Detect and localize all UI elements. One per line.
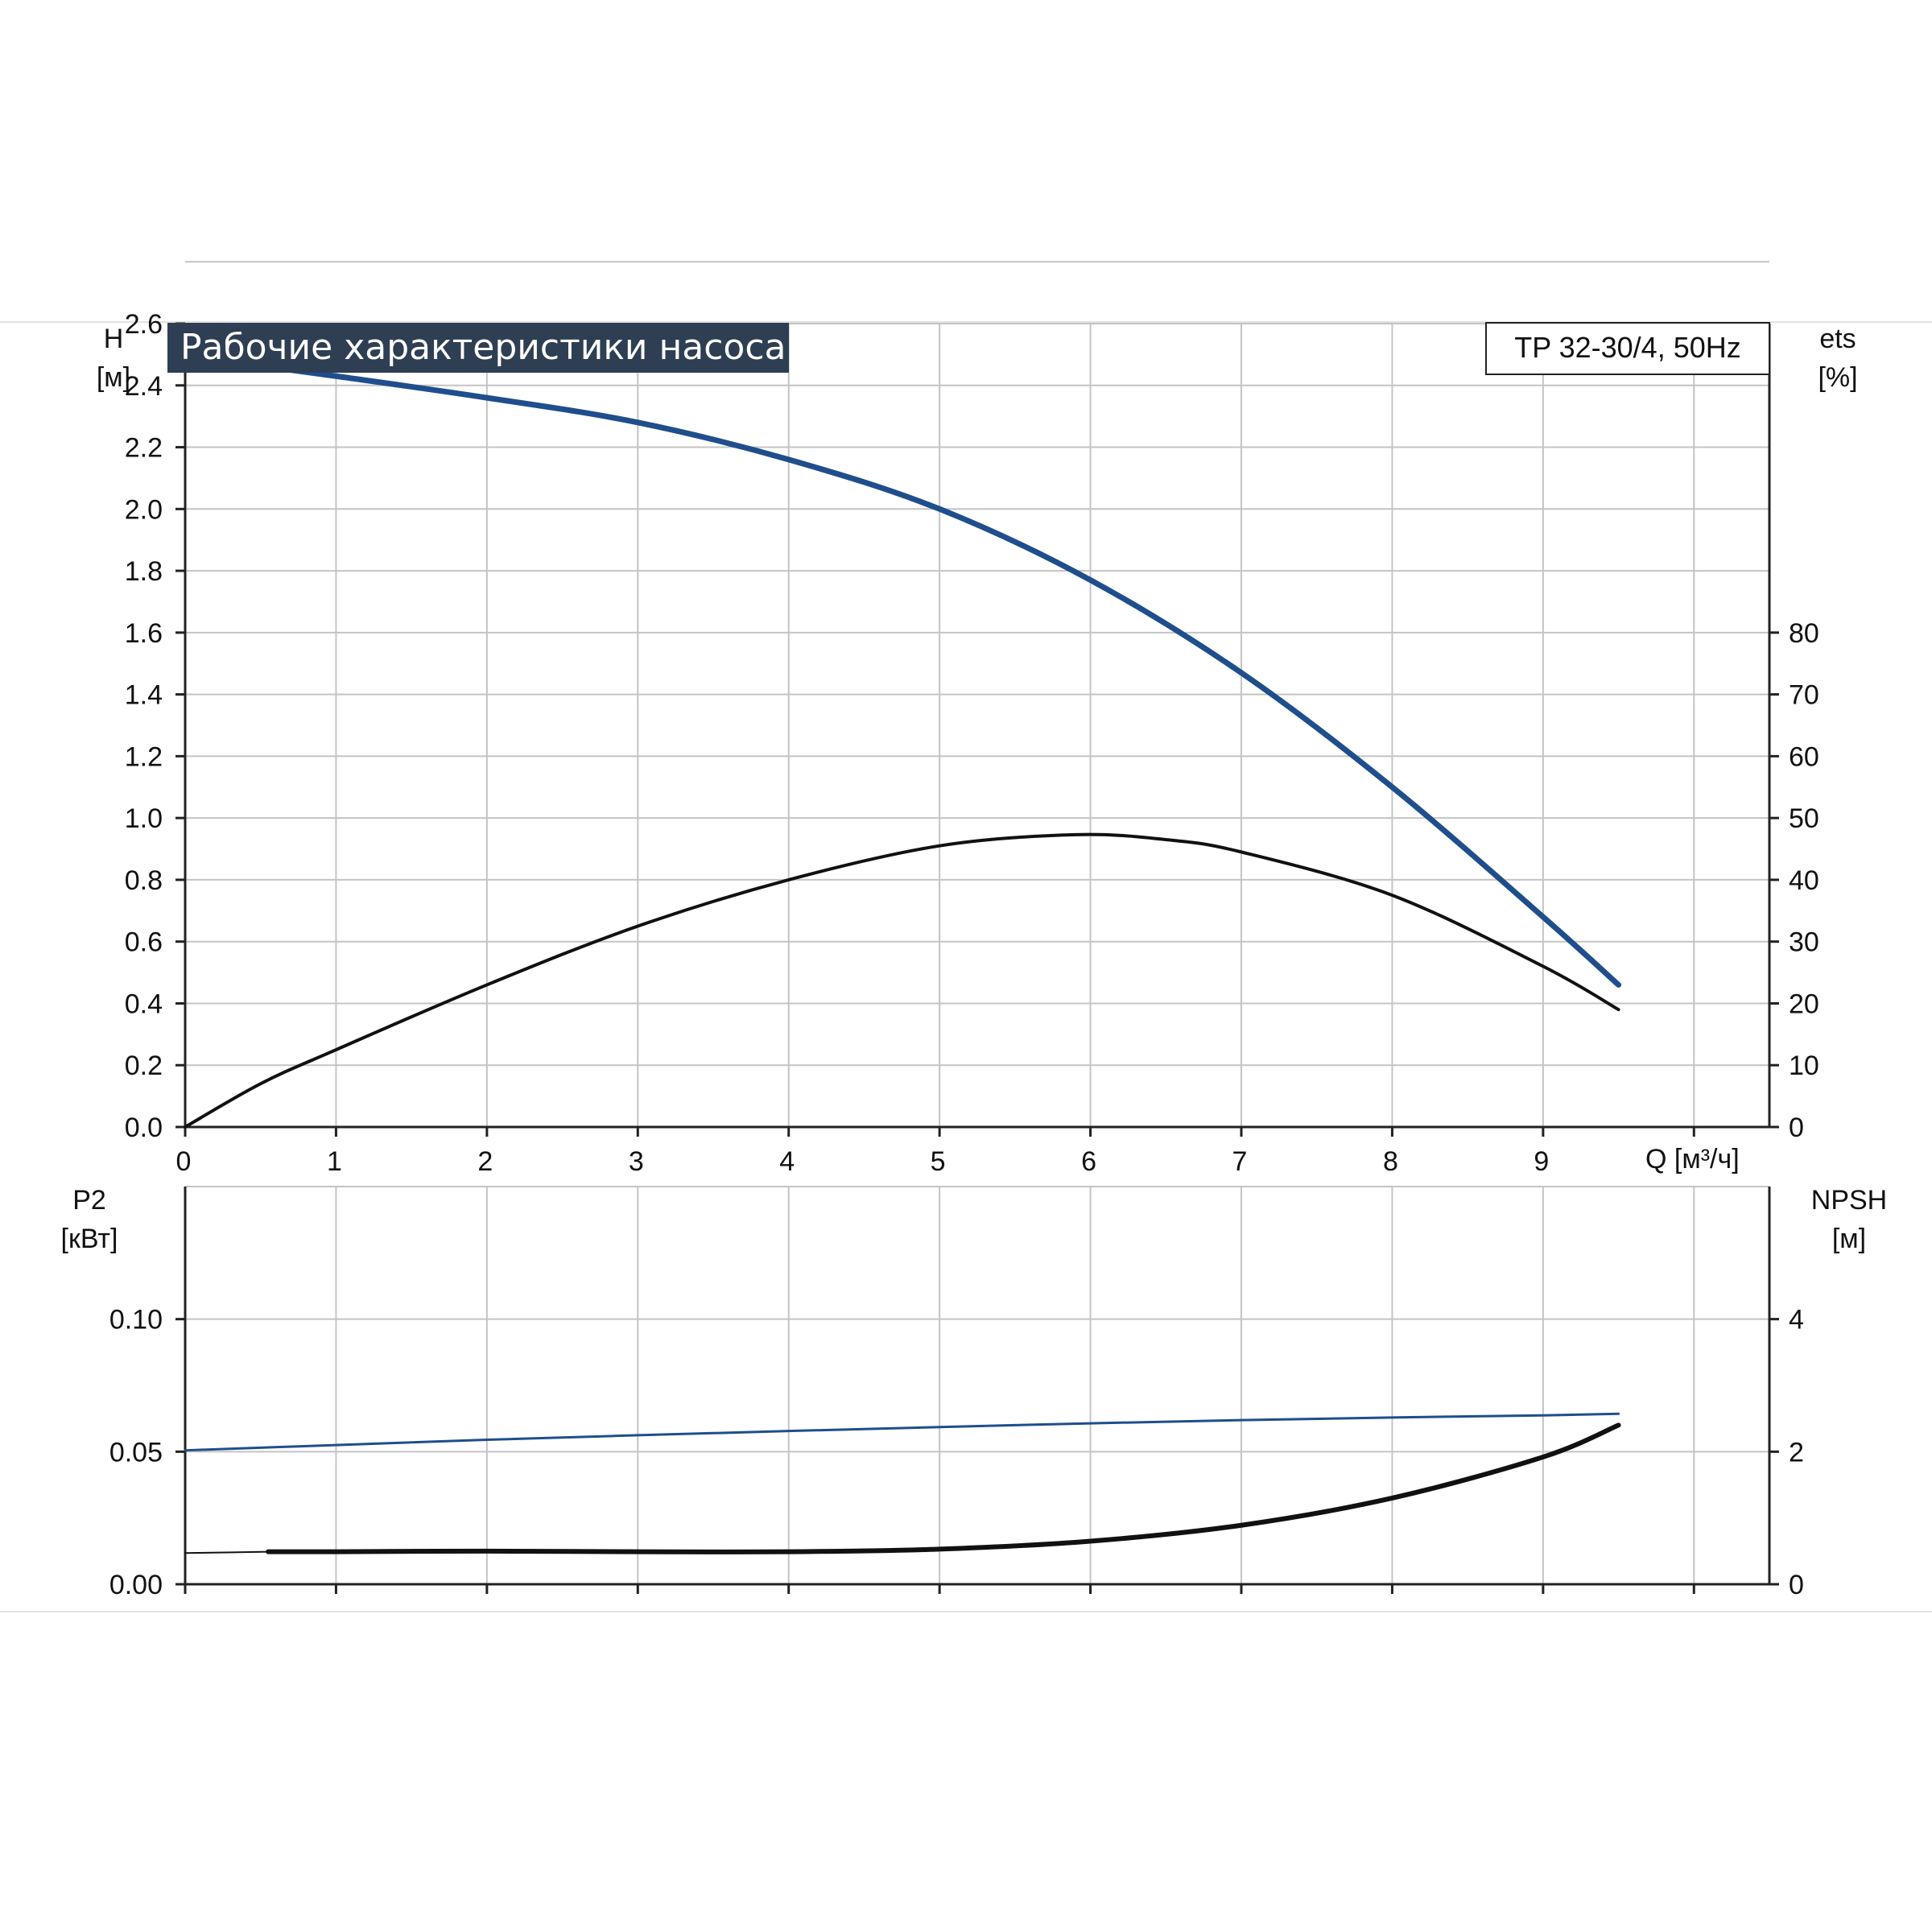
y2-tick-label: 20	[1789, 989, 1819, 1019]
series-line-2	[184, 832, 1620, 1129]
y-tick-label: 0.2	[125, 1051, 163, 1081]
y2-tick-label: 60	[1789, 741, 1819, 772]
p2-axis-label-unit: [кВт]	[61, 1224, 118, 1254]
x-tick-label: 3	[629, 1146, 644, 1177]
y-tick-label: 2.6	[125, 309, 163, 340]
power-grid	[184, 1186, 1771, 1586]
y-tick-label: 1.2	[125, 741, 163, 772]
x-tick-label: 8	[1383, 1146, 1398, 1177]
y2-tick-label: 30	[1789, 927, 1819, 958]
y-tick-label: 0.4	[125, 989, 163, 1019]
x-tick-label: 9	[1534, 1146, 1549, 1177]
y-tick-label: 1.0	[125, 803, 163, 834]
x-tick-label: 2	[477, 1146, 493, 1177]
x-tick-label: 6	[1081, 1146, 1096, 1177]
x-tick-label: 5	[931, 1146, 946, 1177]
y2-tick-label: 40	[1789, 865, 1819, 896]
y2-tick-label: 0	[1789, 1113, 1804, 1143]
performance-ticks: 0.0 0.2 0.4 0.6 0.8 1.0 1.2 1.4 1.6 1.8 2.0 2.2 2.4 2…	[125, 309, 1819, 1177]
y-tick-label: 1.4	[125, 680, 163, 711]
y2-tick-label: 2	[1789, 1437, 1804, 1468]
y-tick-label: 0.8	[125, 865, 163, 896]
model-label-box	[1485, 322, 1770, 375]
y-tick-label: 0.10	[109, 1305, 163, 1335]
y2-tick-label: 80	[1789, 618, 1819, 649]
y2-axis-label-unit: [%]	[1818, 362, 1857, 393]
power-series	[184, 1412, 1621, 1554]
y-axis-label-name: H	[104, 324, 124, 354]
power-ticks: 0.00 0.05 0.10 0 2 4	[109, 1305, 1804, 1600]
y2-tick-label: 4	[1789, 1305, 1804, 1335]
y2-tick-label: 10	[1789, 1051, 1819, 1081]
x-tick-label: 4	[779, 1146, 795, 1177]
y-axis-label-unit: [м]	[97, 362, 130, 393]
y-tick-label: 0.6	[125, 927, 163, 958]
y-tick-label: 0.00	[109, 1570, 163, 1600]
x-tick-label: 7	[1232, 1146, 1248, 1177]
model-label: TP 32-30/4, 50Hz	[1514, 331, 1741, 364]
y-tick-label: 2.2	[125, 433, 163, 464]
x-tick-label: 1	[327, 1146, 342, 1177]
y2-axis-label-name: ets	[1819, 324, 1856, 354]
npsh-axis-label-unit: [м]	[1832, 1224, 1866, 1254]
y-tick-label: 2.4	[125, 371, 163, 402]
y-tick-label: 0.0	[125, 1113, 163, 1143]
series-line-0	[265, 364, 1622, 988]
chart-title: Рабочие характеристики насоса	[180, 327, 786, 368]
x-axis-label: Q [м³/ч]	[1645, 1144, 1740, 1174]
x-tick-label: 0	[176, 1146, 192, 1177]
chart-title-box	[167, 323, 789, 373]
npsh-axis-label-name: NPSH	[1811, 1185, 1887, 1216]
series-line-1	[266, 1422, 1621, 1554]
y2-tick-label: 70	[1789, 680, 1819, 711]
series-line-2	[184, 1550, 270, 1554]
y2-tick-label: 0	[1789, 1570, 1804, 1600]
y2-tick-label: 50	[1789, 803, 1819, 834]
series-line-0	[184, 1412, 1620, 1452]
y-tick-label: 0.05	[109, 1437, 163, 1468]
y-tick-label: 2.0	[125, 494, 163, 525]
y-tick-label: 1.8	[125, 556, 163, 587]
p2-axis-label-name: P2	[72, 1185, 106, 1216]
y-tick-label: 1.6	[125, 618, 163, 649]
